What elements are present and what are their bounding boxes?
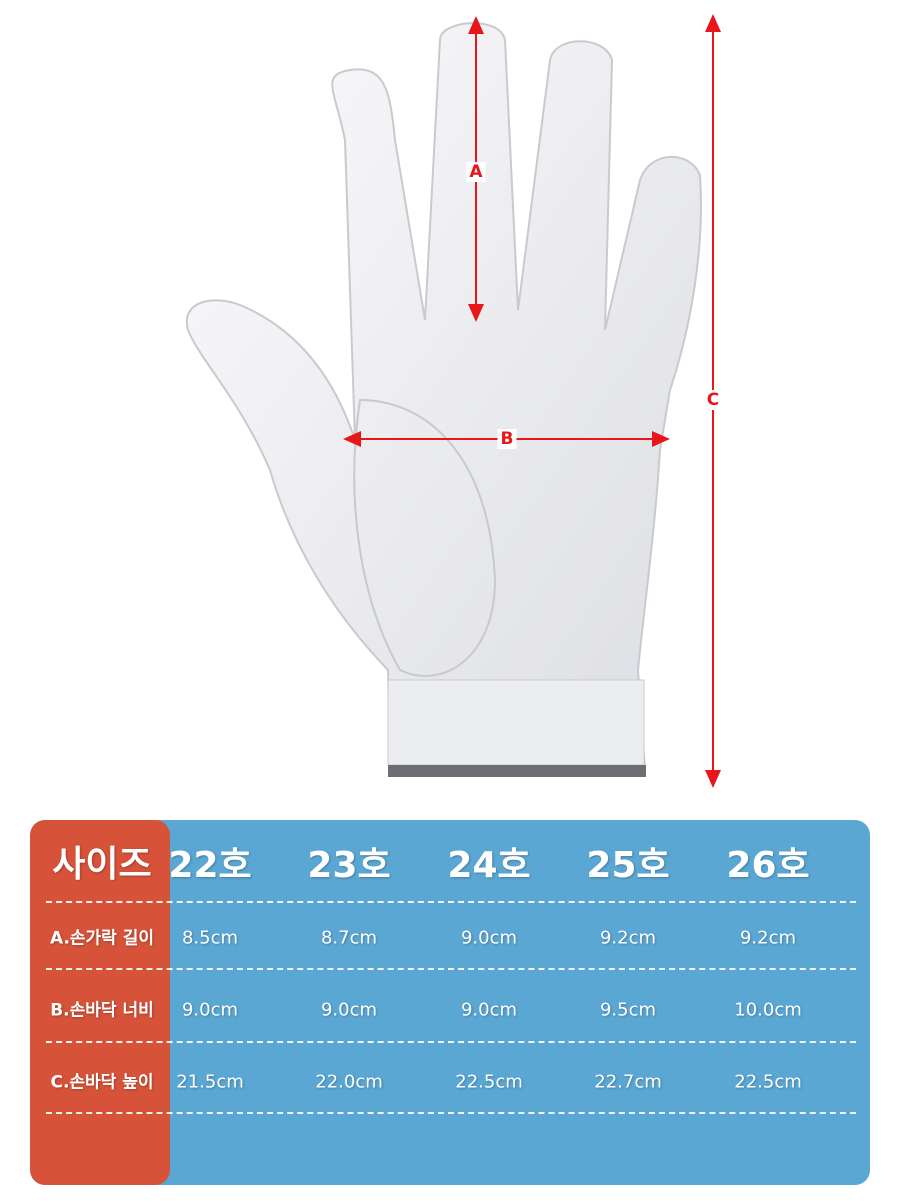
table-cell: 22.5cm: [455, 1071, 523, 1093]
glove-image: [185, 13, 721, 788]
size-header: 사이즈: [52, 844, 152, 885]
divider: [46, 1112, 856, 1114]
table-cell: 9.0cm: [460, 927, 518, 949]
table-cell: 9.0cm: [320, 999, 378, 1021]
divider: [46, 968, 856, 970]
row-label: C.손바닥 높이: [50, 1072, 154, 1093]
size-column-header: 23호: [307, 845, 391, 886]
table-cell: 8.7cm: [320, 927, 378, 949]
table-cell: 9.0cm: [460, 999, 518, 1021]
table-cell: 22.0cm: [315, 1071, 383, 1093]
row-label: B.손바닥 너비: [50, 1000, 154, 1021]
cuff: [387, 679, 645, 766]
label-c: C: [703, 390, 723, 410]
size-column-header: 25호: [586, 845, 670, 886]
size-table: 사이즈 22호 23호 24호 25호 26호 A.손가락 길이 8.5cm 8.7cm 9.0…: [30, 820, 870, 1185]
table-cell: 8.5cm: [181, 927, 239, 949]
table-cell: 9.2cm: [739, 927, 797, 949]
table-cell: 9.2cm: [599, 927, 657, 949]
row-label: A.손가락 길이: [49, 928, 155, 949]
table-cell: 22.7cm: [594, 1071, 662, 1093]
label-b: B: [497, 429, 517, 449]
table-cell: 10.0cm: [734, 999, 802, 1021]
table-cell: 9.0cm: [181, 999, 239, 1021]
cuff-trim: [388, 765, 646, 777]
size-column-header: 26호: [726, 845, 810, 886]
size-column-header: 24호: [447, 845, 531, 886]
table-cell: 9.5cm: [599, 999, 657, 1021]
divider: [46, 901, 856, 903]
glove-shape: [185, 22, 702, 771]
size-label-column: [30, 820, 170, 1185]
size-column-header: 22호: [168, 845, 252, 886]
label-a: A: [466, 162, 486, 182]
divider: [46, 1041, 856, 1043]
table-cell: 22.5cm: [734, 1071, 802, 1093]
table-cell: 21.5cm: [176, 1071, 244, 1093]
